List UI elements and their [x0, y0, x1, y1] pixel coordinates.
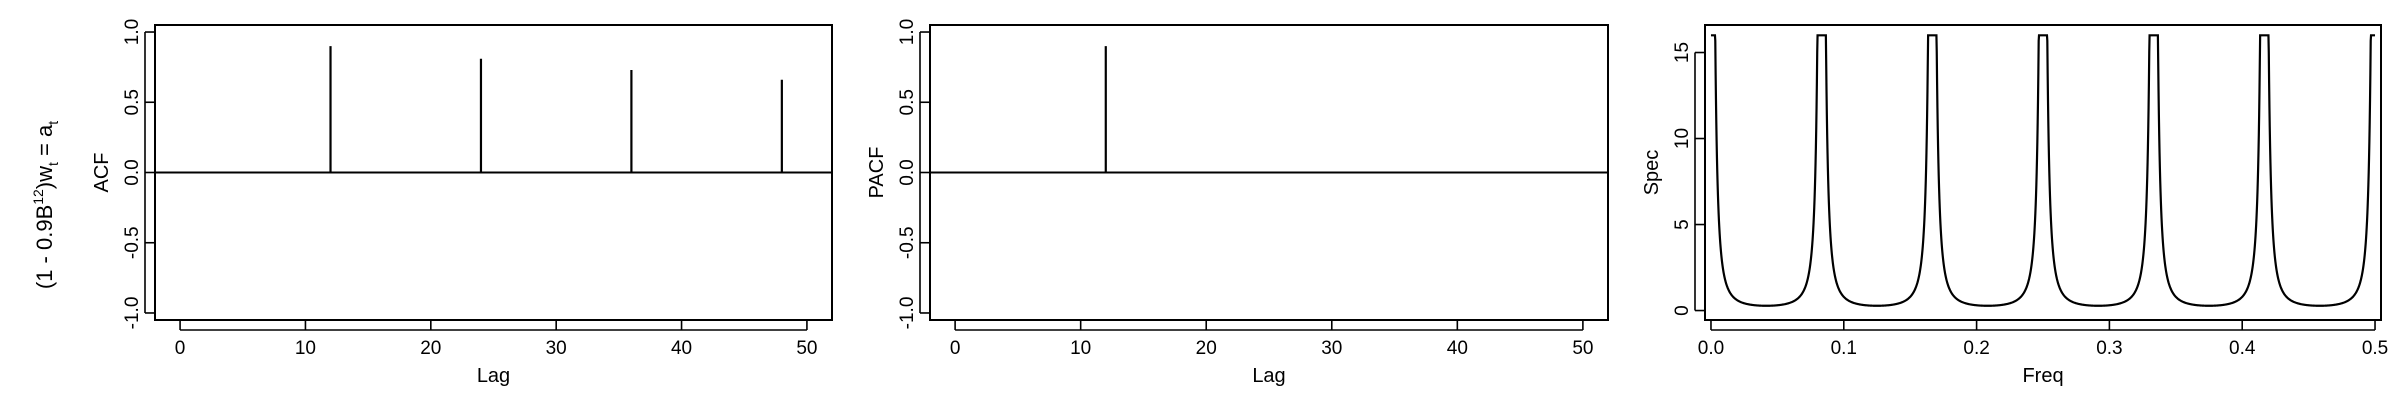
- y-tick-label: 0.5: [897, 89, 918, 115]
- y-tick-label: 5: [1672, 219, 1693, 230]
- y-tick-label: -1.0: [897, 297, 918, 330]
- x-tick-label: 50: [796, 338, 817, 359]
- spectrum-line: [1710, 34, 2376, 307]
- spectrum-panel: 0.0 0.1 0.2 0.3 0.4 0.5 0 5 10 15 Freq Spec: [1641, 24, 2388, 387]
- row-title-eq: = a: [32, 124, 57, 162]
- pacf-panel: 0 10 20 30 40 50 -1.0 -0.5 0.0 0.5 1.0 Lag PACF: [866, 19, 1609, 387]
- x-tick-label: 10: [295, 338, 316, 359]
- x-tick-label: 0.0: [1698, 338, 1724, 359]
- y-tick-label: 15: [1672, 42, 1693, 63]
- y-tick-label: -0.5: [897, 226, 918, 259]
- x-axis-title: Lag: [1252, 365, 1285, 387]
- y-axis-title: PACF: [866, 147, 888, 199]
- row-title-prefix: (1 - 0.9B: [32, 205, 57, 289]
- y-axis-title: ACF: [91, 153, 113, 193]
- y-axis-title: Spec: [1641, 150, 1663, 196]
- x-tick-label: 0.1: [1831, 338, 1857, 359]
- y-tick-label: 0.5: [122, 89, 143, 115]
- x-tick-label: 30: [546, 338, 567, 359]
- x-tick-label: 0: [950, 338, 961, 359]
- y-tick-label: 10: [1672, 128, 1693, 149]
- spec-plot-frame: [1704, 24, 2382, 321]
- x-tick-label: 0: [175, 338, 186, 359]
- y-tick-label: 0.0: [897, 159, 918, 185]
- y-tick-label: 0.0: [122, 159, 143, 185]
- row-title-sub2: t: [45, 121, 61, 125]
- x-tick-label: 0.2: [1963, 338, 1989, 359]
- y-tick-label: 1.0: [897, 19, 918, 45]
- x-tick-label: 10: [1070, 338, 1091, 359]
- x-axis-title: Freq: [2022, 365, 2063, 387]
- acf-panel: 0 10 20 30 40 50 -1.0 -0.5 0.0 0.5 1.0 Lag ACF: [91, 19, 833, 387]
- x-tick-label: 30: [1321, 338, 1342, 359]
- y-tick-label: 1.0: [122, 19, 143, 45]
- row-title-mid: )w: [32, 166, 57, 189]
- row-title-sub1: t: [45, 162, 61, 166]
- x-tick-label: 40: [1447, 338, 1468, 359]
- y-tick-label: 0: [1672, 305, 1693, 316]
- x-tick-label: 40: [671, 338, 692, 359]
- row-title: (1 - 0.9B12)wt = at: [30, 121, 61, 289]
- y-tick-label: -0.5: [122, 226, 143, 259]
- x-tick-label: 0.3: [2096, 338, 2122, 359]
- x-tick-label: 20: [420, 338, 441, 359]
- y-tick-label: -1.0: [122, 297, 143, 330]
- x-tick-label: 20: [1196, 338, 1217, 359]
- x-tick-label: 50: [1572, 338, 1593, 359]
- row-title-sup: 12: [30, 189, 46, 205]
- x-axis-title: Lag: [477, 365, 510, 387]
- x-tick-label: 0.4: [2229, 338, 2256, 359]
- x-tick-label: 0.5: [2362, 338, 2388, 359]
